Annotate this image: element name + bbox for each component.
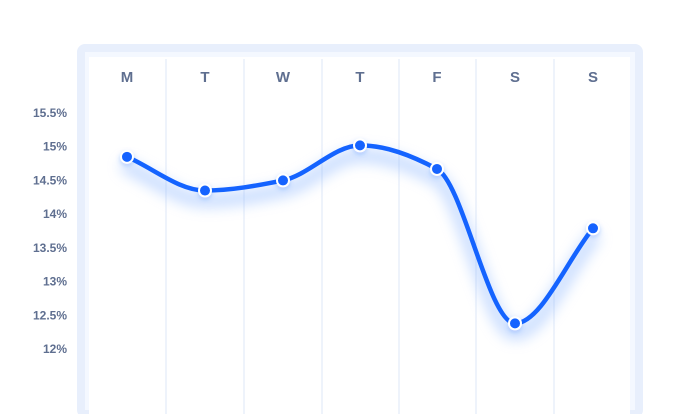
chart-panel [77,44,643,418]
data-point-4[interactable] [353,138,367,153]
data-point-1[interactable] [120,149,134,164]
data-point-2[interactable] [198,183,212,198]
y-tick-label: 13.5% [33,241,67,255]
data-point-7[interactable] [586,221,600,236]
chart-panel-inner [89,57,630,414]
day-label-4: T [355,69,364,86]
data-points [120,138,600,331]
y-tick-label: 12% [43,342,67,356]
line-glow [121,149,599,340]
day-label-7: S [588,69,598,86]
data-point-5[interactable] [430,161,444,176]
y-tick-label: 14% [43,207,67,221]
y-tick-label: 15.5% [33,106,67,120]
data-point-3[interactable] [276,173,290,188]
day-label-2: T [200,69,209,86]
grid-layer [165,59,555,414]
y-tick-label: 15% [43,140,67,154]
series-glow [121,149,599,340]
y-tick-label: 12.5% [33,308,67,322]
day-label-3: W [276,69,291,86]
day-label-1: M [121,69,134,86]
data-point-6[interactable] [508,316,522,331]
day-label-6: S [510,69,520,86]
y-axis-ticks: 15.5% 15% 14.5% 14% 13.5% 13% 12.5% 12% [33,106,67,356]
y-tick-label: 14.5% [33,173,67,187]
day-label-5: F [432,69,441,86]
y-tick-label: 13% [43,275,67,289]
